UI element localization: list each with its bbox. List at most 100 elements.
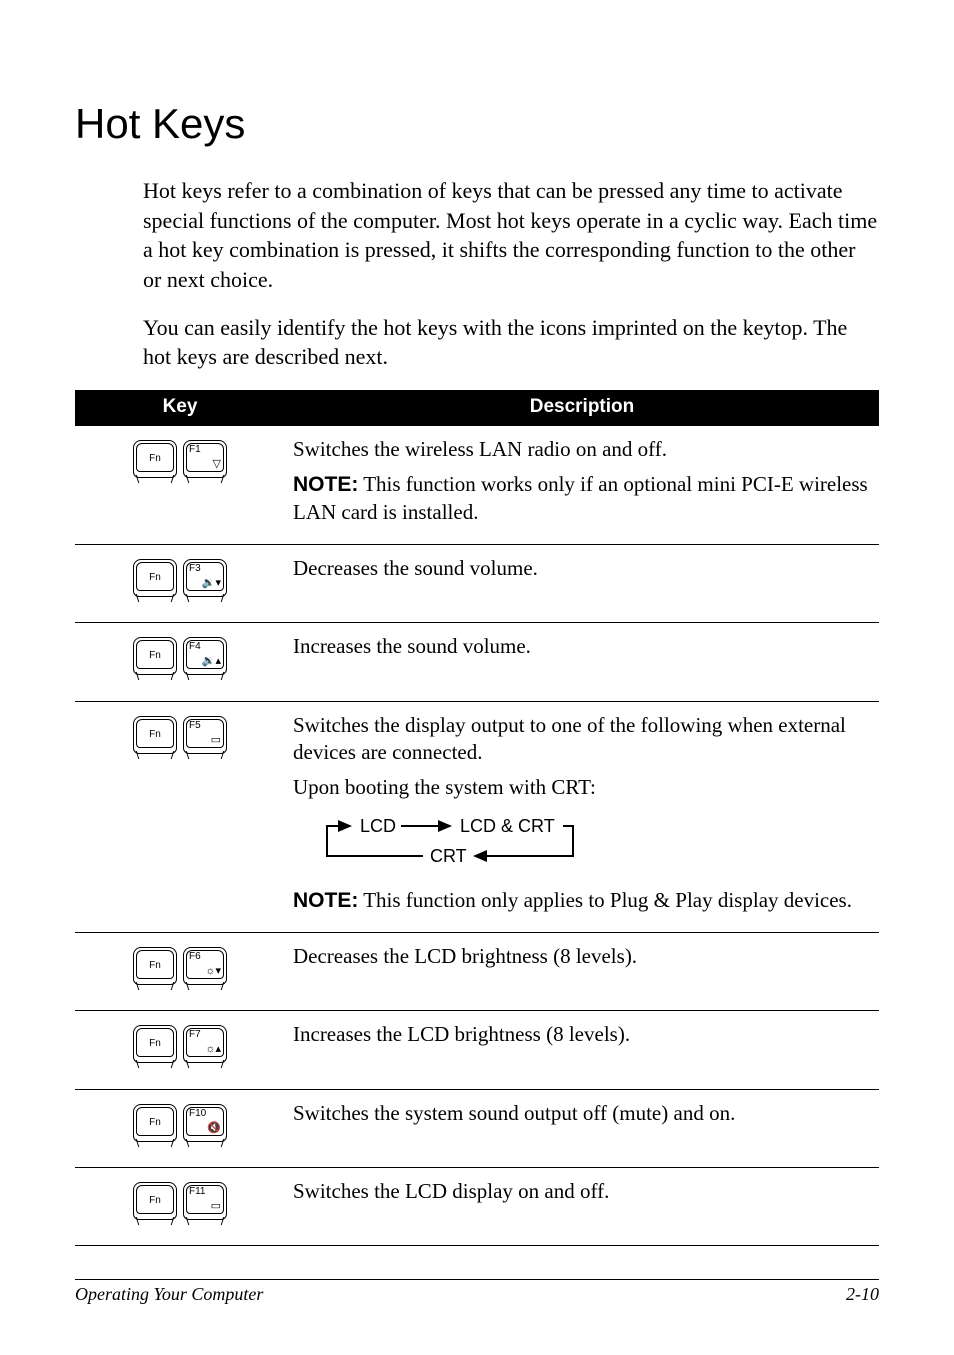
function-key-label: F3 <box>189 564 201 574</box>
page: Hot Keys Hot keys refer to a combination… <box>0 0 954 1355</box>
table-row: Fn F11 ▭ Switches the LCD display on and… <box>75 1167 879 1245</box>
note-label: NOTE: <box>293 473 358 496</box>
display-switch-icon: ▭ <box>211 735 221 746</box>
key-combo-icon: Fn F1 ▽ <box>133 440 227 478</box>
function-key-label: F7 <box>189 1030 201 1040</box>
description-cell: Switches the system sound output off (mu… <box>285 1089 879 1167</box>
description-cell: Decreases the LCD brightness (8 levels). <box>285 933 879 1011</box>
description-cell: Increases the sound volume. <box>285 623 879 701</box>
function-key-label: F11 <box>189 1187 206 1197</box>
description-cell: Increases the LCD brightness (8 levels). <box>285 1011 879 1089</box>
description-text: Switches the LCD display on and off. <box>293 1178 871 1205</box>
footer-left: Operating Your Computer <box>75 1284 263 1305</box>
page-footer: Operating Your Computer 2-10 <box>75 1279 879 1305</box>
mute-icon: 🔇 <box>207 1123 221 1134</box>
key-cell: Fn F1 ▽ <box>75 425 285 544</box>
page-title: Hot Keys <box>75 100 879 148</box>
description-text: Increases the sound volume. <box>293 633 871 660</box>
table-row: Fn F1 ▽ Switches the wireless LAN radio … <box>75 425 879 544</box>
table-row: Fn F6 ☼▾ Decreases the LCD brightness (8… <box>75 933 879 1011</box>
function-key-label: F4 <box>189 642 201 652</box>
key-cell: Fn F11 ▭ <box>75 1167 285 1245</box>
note-text: NOTE: This function works only if an opt… <box>293 471 871 526</box>
fn-key-icon: Fn <box>133 1104 177 1142</box>
cycle-node-lcd: LCD <box>360 816 396 836</box>
table-row: Fn F10 🔇 Switches the system sound outpu… <box>75 1089 879 1167</box>
description-text: Switches the display output to one of th… <box>293 712 871 767</box>
cycle-node-crt: CRT <box>430 846 467 866</box>
function-key-icon: F1 ▽ <box>183 440 227 478</box>
fn-key-icon: Fn <box>133 716 177 754</box>
description-extra: Upon booting the system with CRT: <box>293 774 871 801</box>
description-cell: Switches the display output to one of th… <box>285 701 879 932</box>
function-key-icon: F10 🔇 <box>183 1104 227 1142</box>
description-text: Switches the system sound output off (mu… <box>293 1100 871 1127</box>
description-text: Decreases the LCD brightness (8 levels). <box>293 943 871 970</box>
fn-key-icon: Fn <box>133 1182 177 1220</box>
fn-key-icon: Fn <box>133 1025 177 1063</box>
table-header-description: Description <box>285 390 879 425</box>
function-key-icon: F5 ▭ <box>183 716 227 754</box>
table-header-key: Key <box>75 390 285 425</box>
volume-down-icon: 🔉▾ <box>202 578 221 589</box>
function-key-label: F10 <box>189 1109 206 1119</box>
wireless-icon: ▽ <box>213 459 221 470</box>
fn-key-icon: Fn <box>133 637 177 675</box>
note-label: NOTE: <box>293 889 358 912</box>
intro-paragraph-2: You can easily identify the hot keys wit… <box>143 313 879 372</box>
cycle-node-lcd-crt: LCD & CRT <box>460 816 555 836</box>
description-text: Switches the wireless LAN radio on and o… <box>293 436 871 463</box>
fn-key-icon: Fn <box>133 947 177 985</box>
fn-key-label: Fn <box>149 961 161 971</box>
function-key-label: F5 <box>189 721 201 731</box>
display-cycle-diagram: LCD LCD & CRT CRT <box>305 814 605 874</box>
key-cell: Fn F5 ▭ <box>75 701 285 932</box>
note-body: This function works only if an optional … <box>293 472 868 523</box>
key-combo-icon: Fn F4 🔉▴ <box>133 637 227 675</box>
table-row: Fn F4 🔉▴ Increases the sound volume. <box>75 623 879 701</box>
key-combo-icon: Fn F6 ☼▾ <box>133 947 227 985</box>
description-text: Increases the LCD brightness (8 levels). <box>293 1021 871 1048</box>
description-cell: Decreases the sound volume. <box>285 545 879 623</box>
key-cell: Fn F6 ☼▾ <box>75 933 285 1011</box>
key-combo-icon: Fn F5 ▭ <box>133 716 227 754</box>
description-cell: Switches the wireless LAN radio on and o… <box>285 425 879 544</box>
fn-key-label: Fn <box>149 651 161 661</box>
function-key-icon: F7 ☼▴ <box>183 1025 227 1063</box>
hotkeys-table: Key Description Fn F1 ▽ <box>75 390 879 1246</box>
fn-key-label: Fn <box>149 1118 161 1128</box>
key-combo-icon: Fn F3 🔉▾ <box>133 559 227 597</box>
key-cell: Fn F4 🔉▴ <box>75 623 285 701</box>
brightness-up-icon: ☼▴ <box>205 1044 221 1055</box>
fn-key-label: Fn <box>149 730 161 740</box>
function-key-icon: F6 ☼▾ <box>183 947 227 985</box>
fn-key-label: Fn <box>149 573 161 583</box>
volume-up-icon: 🔉▴ <box>202 656 221 667</box>
function-key-icon: F11 ▭ <box>183 1182 227 1220</box>
description-cell: Switches the LCD display on and off. <box>285 1167 879 1245</box>
key-combo-icon: Fn F7 ☼▴ <box>133 1025 227 1063</box>
key-cell: Fn F7 ☼▴ <box>75 1011 285 1089</box>
lcd-toggle-icon: ▭ <box>211 1201 221 1212</box>
table-row: Fn F5 ▭ Switches the display output to o… <box>75 701 879 932</box>
key-combo-icon: Fn F11 ▭ <box>133 1182 227 1220</box>
fn-key-label: Fn <box>149 1039 161 1049</box>
brightness-down-icon: ☼▾ <box>205 966 221 977</box>
key-cell: Fn F3 🔉▾ <box>75 545 285 623</box>
table-row: Fn F7 ☼▴ Increases the LCD brightness (8… <box>75 1011 879 1089</box>
fn-key-icon: Fn <box>133 559 177 597</box>
function-key-label: F6 <box>189 952 201 962</box>
function-key-label: F1 <box>189 445 201 455</box>
note-body: This function only applies to Plug & Pla… <box>358 888 852 912</box>
note-text: NOTE: This function only applies to Plug… <box>293 887 871 914</box>
function-key-icon: F4 🔉▴ <box>183 637 227 675</box>
description-text: Decreases the sound volume. <box>293 555 871 582</box>
fn-key-label: Fn <box>149 1196 161 1206</box>
key-combo-icon: Fn F10 🔇 <box>133 1104 227 1142</box>
footer-right: 2-10 <box>846 1284 879 1305</box>
fn-key-label: Fn <box>149 454 161 464</box>
intro-paragraph-1: Hot keys refer to a combination of keys … <box>143 176 879 295</box>
intro-block: Hot keys refer to a combination of keys … <box>143 176 879 372</box>
function-key-icon: F3 🔉▾ <box>183 559 227 597</box>
key-cell: Fn F10 🔇 <box>75 1089 285 1167</box>
